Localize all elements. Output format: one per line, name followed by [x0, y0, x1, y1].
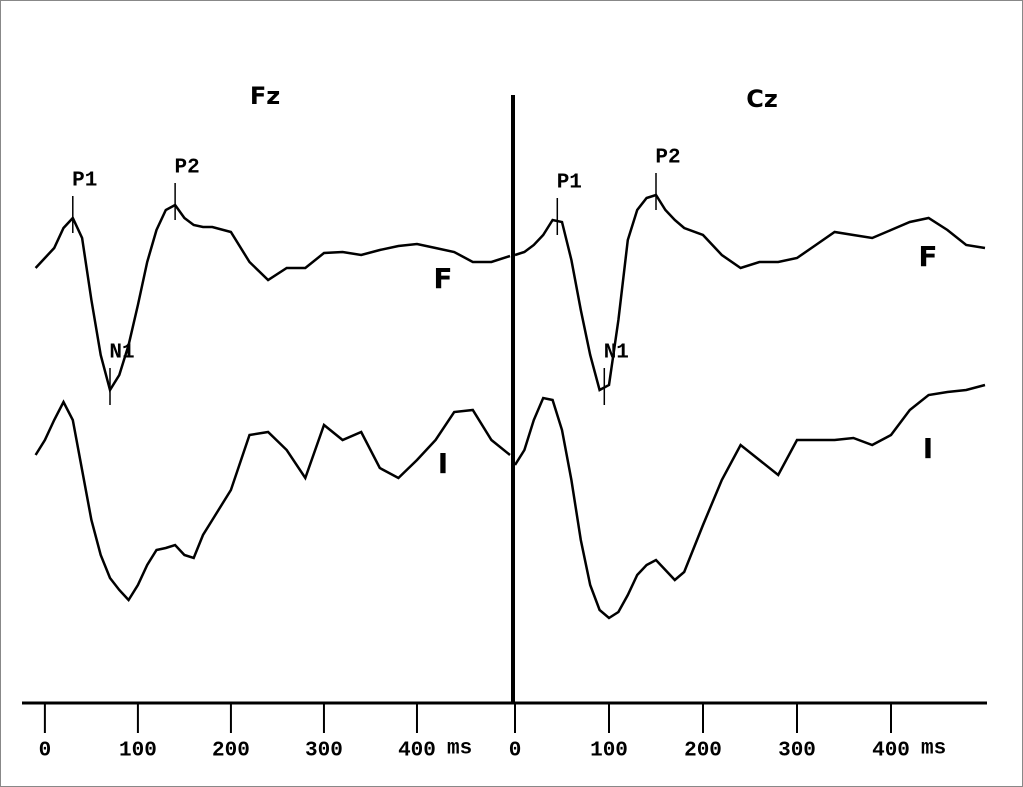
peak-label: P1 [557, 172, 582, 195]
trace-label: I [923, 432, 933, 465]
x-tick-label: 100 [119, 740, 157, 763]
x-tick-label: 300 [778, 740, 816, 763]
panel-title: Fz [250, 82, 280, 110]
peak-label: N1 [109, 342, 134, 365]
x-tick-label: 100 [590, 740, 628, 763]
x-tick-label: 400 [398, 740, 436, 763]
x-tick-label: 0 [39, 740, 52, 763]
trace-label: F [433, 262, 452, 295]
trace-label: F [918, 240, 937, 273]
x-tick-label: 0 [509, 740, 522, 763]
waveform [34, 399, 511, 603]
peak-label: N1 [604, 342, 629, 365]
waveform [513, 383, 986, 620]
panel-title: Cz [746, 85, 778, 113]
peak-label: P2 [175, 157, 200, 180]
x-tick-label: 200 [684, 740, 722, 763]
trace-label: I [438, 447, 448, 480]
peak-label: P2 [655, 147, 680, 170]
x-axis-label: ms [921, 738, 946, 761]
x-axis-label: ms [447, 738, 472, 761]
x-tick-label: 200 [212, 740, 250, 763]
waveform [34, 203, 511, 394]
x-tick-label: 400 [872, 740, 910, 763]
x-tick-label: 300 [305, 740, 343, 763]
waveform [514, 193, 986, 392]
peak-label: P1 [72, 170, 97, 193]
